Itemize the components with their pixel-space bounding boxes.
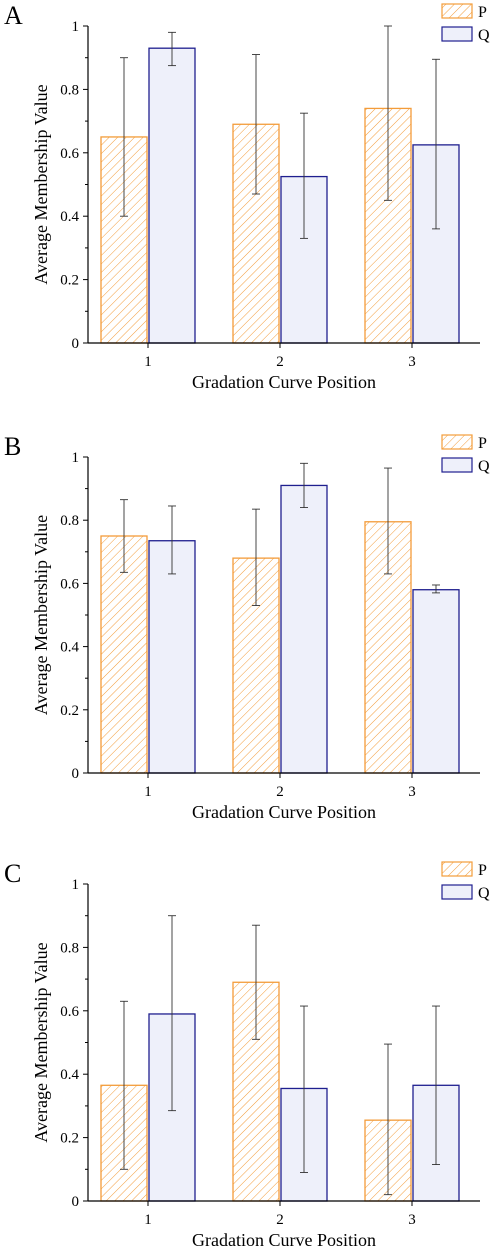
legend-swatch-p xyxy=(441,861,473,877)
y-tick-label: 0.4 xyxy=(60,640,79,656)
y-tick-label: 0.4 xyxy=(60,1067,79,1083)
y-tick-label: 1 xyxy=(72,877,80,893)
legend: PQ xyxy=(441,434,490,475)
legend: PQ xyxy=(441,3,490,44)
y-tick-label: 1 xyxy=(72,19,80,35)
legend-swatch-p xyxy=(441,3,473,19)
x-tick-label: 2 xyxy=(276,784,284,800)
x-tick-label: 3 xyxy=(408,784,416,800)
panel-label: C xyxy=(4,859,21,888)
y-tick-label: 0.2 xyxy=(60,273,79,289)
bar-q-1 xyxy=(148,47,196,344)
legend-label-p: P xyxy=(478,4,487,21)
legend-swatch-p xyxy=(441,434,473,450)
legend-label-q: Q xyxy=(478,27,490,44)
y-tick-label: 0.6 xyxy=(60,576,79,592)
legend-label-q: Q xyxy=(478,885,490,902)
legend-swatch-q xyxy=(441,457,473,473)
y-axis-title: Average Membership Value xyxy=(31,515,51,715)
panel-label: B xyxy=(4,432,21,461)
x-tick-label: 2 xyxy=(276,354,284,370)
legend-label-p: P xyxy=(478,435,487,452)
x-tick-label: 1 xyxy=(144,354,152,370)
y-tick-label: 1 xyxy=(72,450,80,466)
y-tick-label: 0.6 xyxy=(60,146,79,162)
x-tick-label: 3 xyxy=(408,1212,416,1228)
y-tick-label: 0.8 xyxy=(60,940,79,956)
chart-panel-b: B 0 0.2 0.4 0.6 0.8 1 1 2 3 Gradation Curve Positi… xyxy=(4,432,490,822)
y-tick-label: 0.2 xyxy=(60,703,79,719)
legend-label-p: P xyxy=(478,862,487,879)
y-tick-label: 0 xyxy=(72,766,80,782)
y-tick-label: 0.8 xyxy=(60,513,79,529)
x-tick-label: 2 xyxy=(276,1212,284,1228)
bar-q-1 xyxy=(148,540,196,774)
y-tick-label: 0.6 xyxy=(60,1004,79,1020)
y-axis-title: Average Membership Value xyxy=(31,84,51,284)
y-tick-label: 0.4 xyxy=(60,209,79,225)
legend: PQ xyxy=(441,861,490,902)
x-tick-label: 1 xyxy=(144,784,152,800)
y-tick-label: 0.8 xyxy=(60,82,79,98)
legend-swatch-q xyxy=(441,26,473,42)
chart-panel-a: A 0 0.2 0.4 0.6 0.8 1 1 2 3 Gradation Curve Positi… xyxy=(4,1,490,392)
legend-swatch-q xyxy=(441,884,473,900)
bar-p-1 xyxy=(100,535,148,774)
x-axis-title: Gradation Curve Position xyxy=(192,372,376,392)
x-axis-title: Gradation Curve Position xyxy=(192,802,376,822)
legend-label-q: Q xyxy=(478,458,490,475)
y-tick-label: 0 xyxy=(72,336,80,352)
bar-q-3 xyxy=(412,589,460,774)
bar-p-2 xyxy=(232,981,280,1202)
x-axis-title: Gradation Curve Position xyxy=(192,1230,376,1250)
chart-panel-c: C 0 0.2 0.4 0.6 0.8 1 1 2 3 Gradation Curve Positi… xyxy=(4,859,490,1250)
y-tick-label: 0.2 xyxy=(60,1131,79,1147)
panel-label: A xyxy=(4,1,23,30)
x-tick-label: 3 xyxy=(408,354,416,370)
x-tick-label: 1 xyxy=(144,1212,152,1228)
y-tick-label: 0 xyxy=(72,1194,80,1210)
y-axis-title: Average Membership Value xyxy=(31,942,51,1142)
bar-q-2 xyxy=(280,484,328,774)
